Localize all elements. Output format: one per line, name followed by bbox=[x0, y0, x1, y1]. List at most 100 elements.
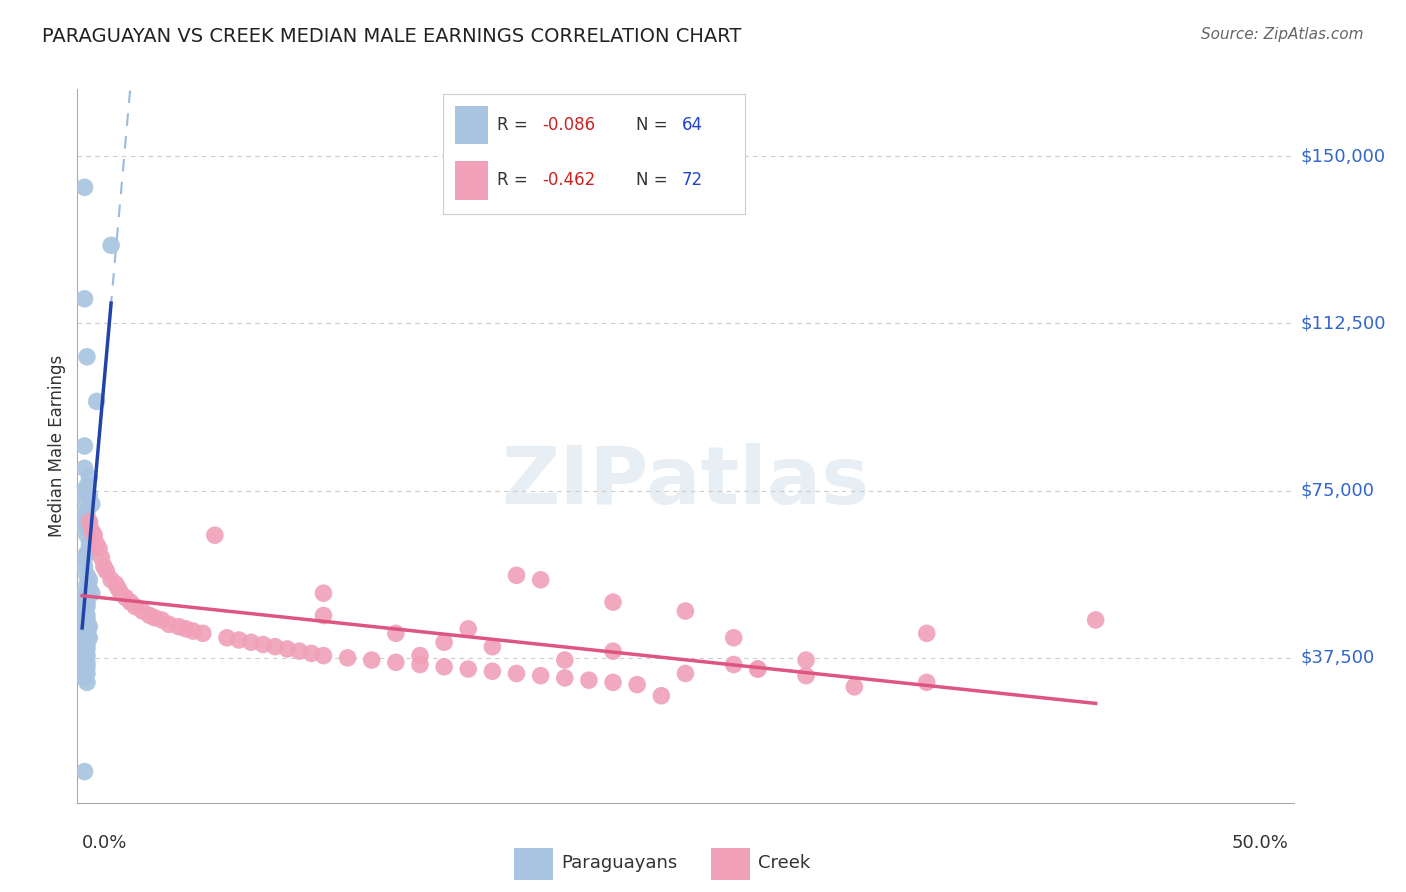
Point bbox=[650, 689, 672, 703]
Point bbox=[481, 664, 503, 678]
Point bbox=[747, 662, 769, 676]
Point bbox=[73, 439, 96, 453]
Point bbox=[433, 660, 456, 674]
Point bbox=[76, 350, 98, 364]
Point bbox=[481, 640, 503, 654]
Point bbox=[79, 631, 101, 645]
Text: R =: R = bbox=[498, 171, 529, 189]
Point bbox=[174, 622, 197, 636]
Point bbox=[73, 506, 96, 520]
Point bbox=[228, 633, 250, 648]
Point bbox=[554, 653, 576, 667]
Point bbox=[299, 646, 322, 660]
Point bbox=[505, 568, 527, 582]
Point bbox=[385, 655, 408, 669]
Point bbox=[76, 546, 98, 560]
Point bbox=[276, 642, 298, 657]
Text: $150,000: $150,000 bbox=[1301, 147, 1386, 165]
Point bbox=[76, 633, 98, 648]
Point bbox=[73, 664, 96, 678]
Point bbox=[73, 591, 96, 605]
Point bbox=[79, 619, 101, 633]
Point bbox=[409, 657, 432, 672]
Point bbox=[554, 671, 576, 685]
Point bbox=[76, 628, 98, 642]
Point bbox=[76, 648, 98, 663]
Point bbox=[93, 559, 115, 574]
Point bbox=[73, 662, 96, 676]
Point bbox=[794, 669, 817, 683]
Point bbox=[90, 550, 112, 565]
Point bbox=[76, 624, 98, 639]
Point bbox=[312, 608, 335, 623]
Point bbox=[76, 568, 98, 582]
Point bbox=[143, 610, 166, 624]
Point bbox=[100, 573, 122, 587]
Point bbox=[312, 586, 335, 600]
Point bbox=[602, 675, 624, 690]
Point bbox=[100, 238, 122, 252]
Text: 64: 64 bbox=[682, 116, 703, 134]
Text: Paraguayans: Paraguayans bbox=[561, 854, 678, 872]
Point bbox=[73, 550, 96, 565]
Text: -0.086: -0.086 bbox=[543, 116, 596, 134]
Point bbox=[312, 648, 335, 663]
Point bbox=[80, 497, 103, 511]
Text: $37,500: $37,500 bbox=[1301, 648, 1375, 667]
Point bbox=[76, 595, 98, 609]
Point bbox=[73, 669, 96, 683]
Point bbox=[79, 488, 101, 502]
Point bbox=[73, 764, 96, 779]
Point bbox=[131, 604, 153, 618]
Point bbox=[76, 479, 98, 493]
Point bbox=[76, 642, 98, 657]
Text: $112,500: $112,500 bbox=[1301, 314, 1386, 333]
Text: $75,000: $75,000 bbox=[1301, 482, 1375, 500]
FancyBboxPatch shape bbox=[456, 106, 488, 145]
Point bbox=[457, 622, 479, 636]
Point bbox=[457, 662, 479, 676]
Point bbox=[76, 675, 98, 690]
Point bbox=[76, 613, 98, 627]
Point bbox=[360, 653, 382, 667]
Y-axis label: Median Male Earnings: Median Male Earnings bbox=[48, 355, 66, 537]
Point bbox=[240, 635, 263, 649]
Point bbox=[915, 675, 938, 690]
Point bbox=[73, 461, 96, 475]
Text: R =: R = bbox=[498, 116, 529, 134]
Point bbox=[150, 613, 173, 627]
Point bbox=[124, 599, 146, 614]
FancyBboxPatch shape bbox=[515, 848, 554, 880]
Point bbox=[96, 564, 118, 578]
Point bbox=[675, 604, 697, 618]
Point bbox=[79, 582, 101, 596]
Point bbox=[409, 648, 432, 663]
Point bbox=[80, 524, 103, 538]
Point bbox=[73, 595, 96, 609]
Point bbox=[252, 637, 274, 651]
Point bbox=[73, 586, 96, 600]
Point bbox=[336, 651, 359, 665]
Point bbox=[73, 626, 96, 640]
Point bbox=[76, 660, 98, 674]
Point bbox=[215, 631, 238, 645]
Point bbox=[578, 673, 600, 687]
Point bbox=[264, 640, 287, 654]
Point bbox=[73, 644, 96, 658]
Point bbox=[86, 537, 108, 551]
Point bbox=[73, 635, 96, 649]
Point bbox=[157, 617, 180, 632]
Point bbox=[73, 622, 96, 636]
Text: PARAGUAYAN VS CREEK MEDIAN MALE EARNINGS CORRELATION CHART: PARAGUAYAN VS CREEK MEDIAN MALE EARNINGS… bbox=[42, 27, 741, 45]
Point bbox=[73, 646, 96, 660]
Point bbox=[79, 537, 101, 551]
Point bbox=[73, 492, 96, 507]
Point bbox=[73, 653, 96, 667]
Point bbox=[73, 671, 96, 685]
Point bbox=[104, 577, 127, 591]
Text: Source: ZipAtlas.com: Source: ZipAtlas.com bbox=[1201, 27, 1364, 42]
Point bbox=[530, 573, 553, 587]
Point bbox=[626, 678, 648, 692]
Point bbox=[114, 591, 136, 605]
Text: 72: 72 bbox=[682, 171, 703, 189]
